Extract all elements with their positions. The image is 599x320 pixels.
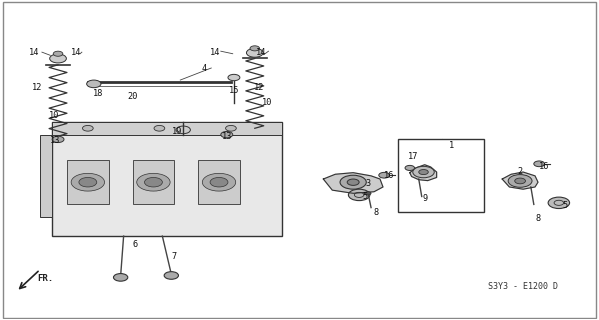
Text: 5: 5 <box>362 192 368 201</box>
Circle shape <box>113 274 128 281</box>
Bar <box>398 140 485 212</box>
Bar <box>198 160 240 204</box>
Circle shape <box>87 80 101 88</box>
Text: 12: 12 <box>32 83 43 92</box>
Text: 20: 20 <box>128 92 138 101</box>
Circle shape <box>548 197 570 209</box>
Text: 12: 12 <box>254 83 264 92</box>
Polygon shape <box>323 173 383 193</box>
Circle shape <box>210 178 228 187</box>
Circle shape <box>508 175 532 187</box>
Text: 17: 17 <box>407 152 418 161</box>
Text: 10: 10 <box>261 99 272 108</box>
Circle shape <box>137 173 170 191</box>
Circle shape <box>50 54 66 63</box>
Circle shape <box>144 178 162 187</box>
Text: 16: 16 <box>539 162 549 171</box>
Text: 14: 14 <box>256 48 266 57</box>
Circle shape <box>228 74 240 81</box>
Text: S3Y3 - E1200 D: S3Y3 - E1200 D <box>488 282 558 292</box>
Text: 3: 3 <box>365 179 371 188</box>
Text: 1: 1 <box>449 141 454 150</box>
Text: 13: 13 <box>50 136 60 146</box>
Text: 9: 9 <box>422 194 427 203</box>
Polygon shape <box>410 165 437 180</box>
Circle shape <box>202 173 235 191</box>
Circle shape <box>79 178 97 187</box>
Circle shape <box>515 178 525 184</box>
Text: 15: 15 <box>229 86 239 95</box>
Polygon shape <box>502 172 538 189</box>
Circle shape <box>221 132 233 138</box>
Circle shape <box>365 192 371 195</box>
Circle shape <box>53 51 63 56</box>
Circle shape <box>419 170 428 175</box>
Text: 14: 14 <box>29 48 40 57</box>
Bar <box>52 122 282 236</box>
Circle shape <box>52 136 64 142</box>
Circle shape <box>534 161 544 167</box>
Circle shape <box>413 166 434 178</box>
Circle shape <box>83 125 93 131</box>
Circle shape <box>226 125 236 131</box>
Circle shape <box>154 125 165 131</box>
Bar <box>40 135 52 217</box>
Text: 14: 14 <box>210 48 220 57</box>
Circle shape <box>405 165 415 171</box>
Text: 7: 7 <box>172 252 177 261</box>
Text: FR.: FR. <box>37 274 53 283</box>
Circle shape <box>71 173 105 191</box>
Text: 8: 8 <box>373 208 379 217</box>
Text: 19: 19 <box>172 127 183 136</box>
Circle shape <box>164 272 179 279</box>
Text: 16: 16 <box>384 172 394 180</box>
Bar <box>132 160 174 204</box>
Text: 8: 8 <box>536 214 541 223</box>
Text: 10: 10 <box>49 111 59 120</box>
Circle shape <box>347 179 359 185</box>
Circle shape <box>349 189 370 201</box>
Circle shape <box>246 48 263 57</box>
Text: 2: 2 <box>518 167 523 176</box>
Bar <box>52 122 282 135</box>
Text: 18: 18 <box>93 89 103 98</box>
Circle shape <box>250 46 259 51</box>
Text: 14: 14 <box>71 48 81 57</box>
Text: 13: 13 <box>222 132 232 141</box>
Circle shape <box>340 175 366 189</box>
Circle shape <box>379 172 389 178</box>
Circle shape <box>176 126 190 134</box>
Text: 5: 5 <box>562 202 567 211</box>
Bar <box>67 160 108 204</box>
Text: 4: 4 <box>201 63 207 73</box>
Text: 6: 6 <box>133 240 138 249</box>
